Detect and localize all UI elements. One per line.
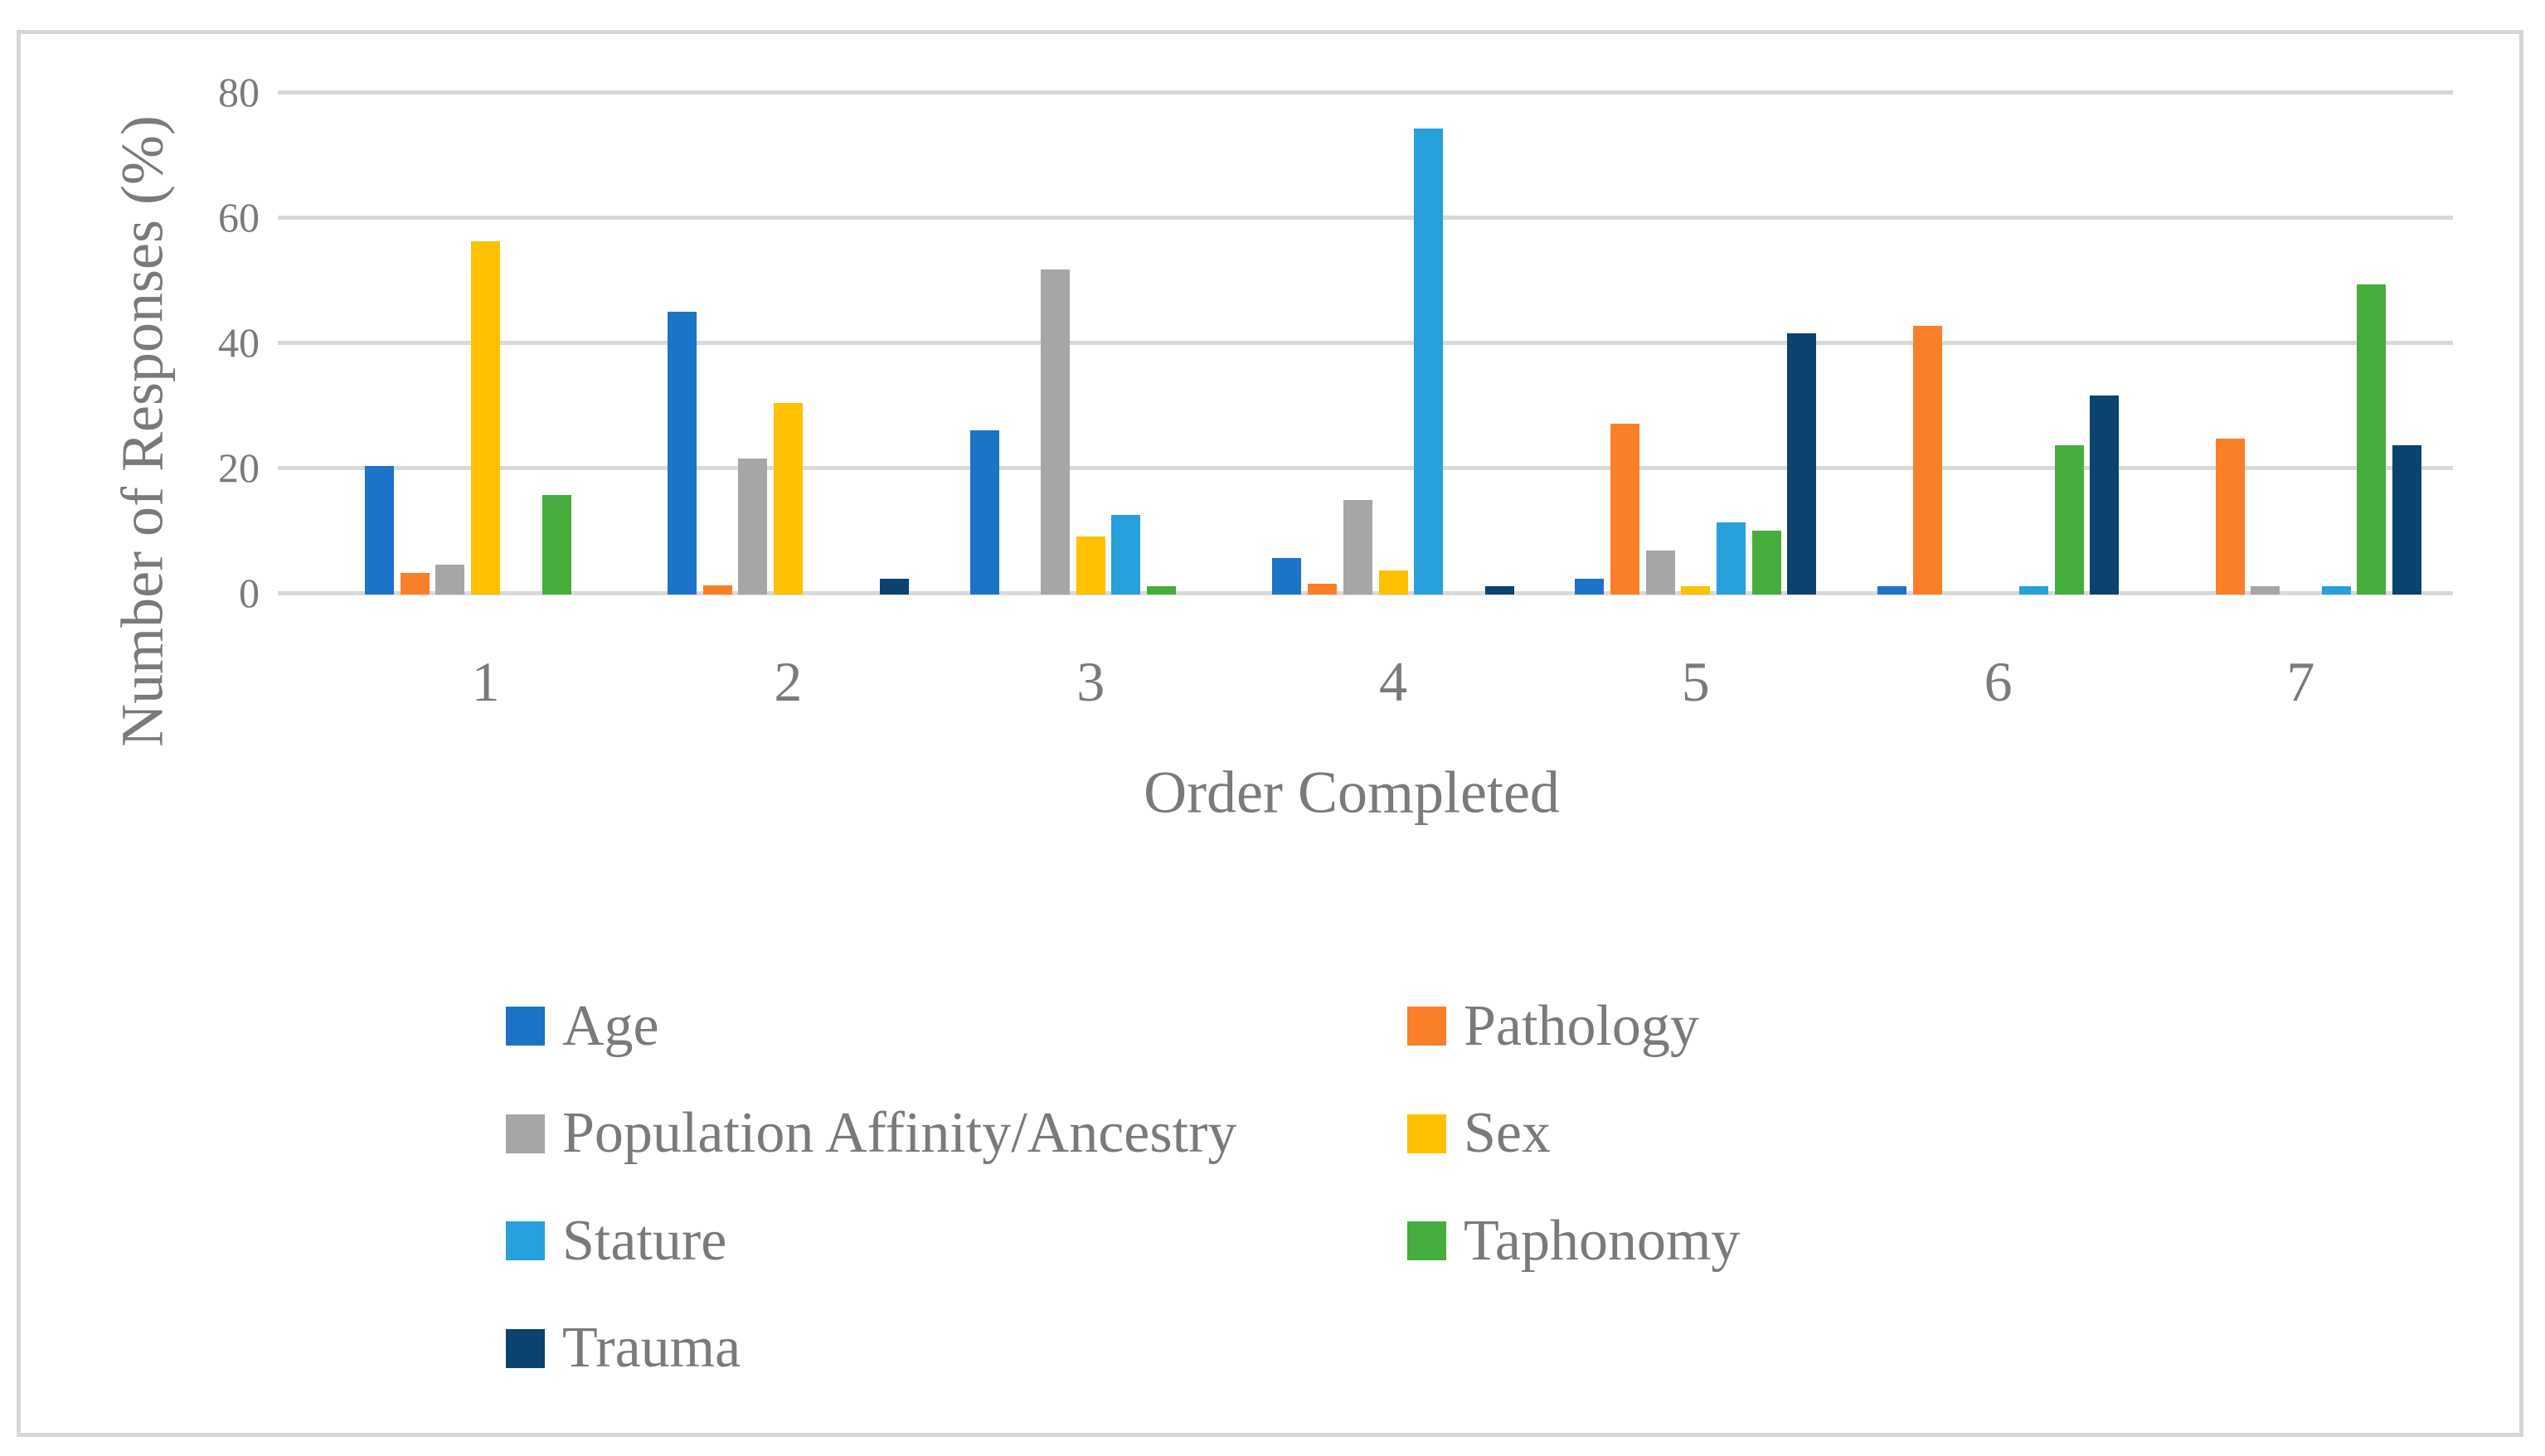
legend-label: Taphonomy xyxy=(1464,1208,1741,1273)
gridline-y-60 xyxy=(278,215,2453,220)
legend-item-trauma: Trauma xyxy=(506,1295,1407,1403)
legend-swatch-icon xyxy=(506,1221,545,1261)
legend-label: Stature xyxy=(562,1208,727,1273)
bar-sex-order-5 xyxy=(1681,585,1711,595)
legend-item-stature: Stature xyxy=(506,1187,1407,1295)
bar-population-affinity-ancestry-order-2 xyxy=(738,459,768,595)
bar-age-order-2 xyxy=(667,312,697,595)
y-tick-label-40: 40 xyxy=(218,319,260,366)
bar-trauma-order-7 xyxy=(2392,444,2422,595)
x-tick-label-4: 4 xyxy=(1379,650,1407,713)
bar-age-order-5 xyxy=(1575,579,1605,595)
bar-taphonomy-order-3 xyxy=(1147,585,1177,595)
gridline-y-80 xyxy=(278,90,2453,95)
legend-swatch-icon xyxy=(1407,1007,1446,1046)
bar-trauma-order-4 xyxy=(1484,585,1514,595)
legend-swatch-icon xyxy=(1407,1221,1446,1261)
bar-population-affinity-ancestry-order-5 xyxy=(1645,551,1675,595)
bar-age-order-4 xyxy=(1272,557,1302,595)
bar-pathology-order-5 xyxy=(1610,424,1639,595)
bar-age-order-3 xyxy=(969,430,999,595)
x-tick-label-2: 2 xyxy=(774,650,803,713)
bar-pathology-order-6 xyxy=(1912,325,1942,595)
gridline-y-40 xyxy=(278,340,2453,345)
bar-stature-order-5 xyxy=(1717,522,1746,595)
legend-swatch-icon xyxy=(506,1114,545,1153)
bar-stature-order-4 xyxy=(1414,128,1444,595)
x-tick-label-3: 3 xyxy=(1076,650,1105,713)
bar-stature-order-3 xyxy=(1111,515,1141,595)
y-tick-label-60: 60 xyxy=(218,194,260,240)
legend-label: Pathology xyxy=(1464,993,1699,1058)
bar-trauma-order-5 xyxy=(1787,332,1817,595)
legend-label: Age xyxy=(562,993,659,1058)
x-tick-label-5: 5 xyxy=(1681,650,1710,713)
bar-sex-order-2 xyxy=(773,403,803,595)
x-tick-label-7: 7 xyxy=(2286,650,2315,713)
legend-swatch-icon xyxy=(1407,1114,1446,1153)
bar-population-affinity-ancestry-order-3 xyxy=(1041,269,1071,595)
bar-age-order-6 xyxy=(1877,585,1906,595)
bar-sex-order-3 xyxy=(1076,536,1105,595)
x-axis-title: Order Completed xyxy=(1144,759,1560,826)
bar-sex-order-1 xyxy=(471,240,501,595)
bar-sex-order-4 xyxy=(1378,570,1408,595)
legend-item-pathology: Pathology xyxy=(1407,973,1740,1080)
bar-taphonomy-order-6 xyxy=(2054,444,2084,595)
y-tick-label-20: 20 xyxy=(218,444,260,491)
legend-label: Population Affinity/Ancestry xyxy=(562,1101,1237,1166)
legend-label: Trauma xyxy=(562,1316,741,1381)
legend-item-taphonomy: Taphonomy xyxy=(1407,1187,1740,1295)
bar-pathology-order-2 xyxy=(702,585,732,595)
y-axis-title: Number of Responses (%) xyxy=(109,115,176,747)
bar-population-affinity-ancestry-order-7 xyxy=(2251,585,2280,595)
bar-pathology-order-7 xyxy=(2215,438,2245,595)
bar-taphonomy-order-5 xyxy=(1751,530,1781,595)
bar-trauma-order-6 xyxy=(2090,396,2120,595)
bar-population-affinity-ancestry-order-4 xyxy=(1343,500,1372,595)
legend-item-population-affinity-ancestry: Population Affinity/Ancestry xyxy=(506,1080,1407,1188)
y-tick-label-80: 80 xyxy=(218,69,260,115)
bar-trauma-order-2 xyxy=(880,579,910,595)
x-tick-label-1: 1 xyxy=(471,650,500,713)
legend-swatch-icon xyxy=(506,1328,545,1368)
chart-legend: Age Pathology Population Affinity/Ancestry… xyxy=(506,973,1740,1402)
figure-border xyxy=(17,30,2523,1437)
gridline-y-20 xyxy=(278,465,2453,470)
bar-pathology-order-4 xyxy=(1308,584,1338,595)
legend-item-age: Age xyxy=(506,973,1407,1080)
bar-taphonomy-order-1 xyxy=(542,495,571,595)
bar-pathology-order-1 xyxy=(400,572,430,595)
bar-stature-order-6 xyxy=(2018,585,2048,595)
y-tick-label-0: 0 xyxy=(239,570,260,616)
legend-label: Sex xyxy=(1464,1101,1551,1166)
bar-taphonomy-order-7 xyxy=(2357,284,2387,595)
bar-age-order-1 xyxy=(365,466,394,595)
bar-stature-order-7 xyxy=(2321,585,2351,595)
x-tick-label-6: 6 xyxy=(1984,650,2013,713)
bar-population-affinity-ancestry-order-1 xyxy=(435,565,465,595)
legend-item-sex: Sex xyxy=(1407,1080,1740,1188)
legend-swatch-icon xyxy=(506,1007,545,1046)
